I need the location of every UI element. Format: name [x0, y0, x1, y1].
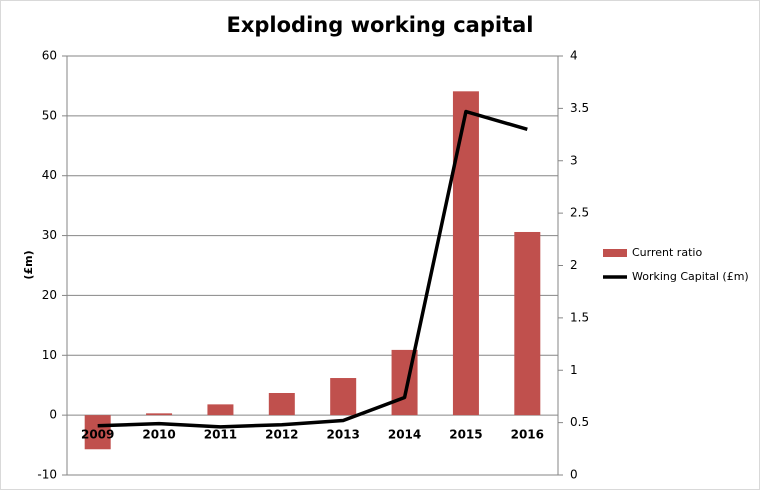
y2-tick-label: 4: [570, 49, 578, 63]
chart-title: Exploding working capital: [227, 13, 534, 37]
x-tick-label: 2009: [81, 428, 114, 442]
bar: [146, 413, 173, 416]
y2-tick-label: 1.5: [570, 310, 589, 324]
x-tick-label: 2011: [204, 428, 237, 442]
bar: [84, 415, 111, 450]
legend-label: Current ratio: [632, 246, 702, 259]
line-series: [97, 109, 528, 429]
y2-tick-label: 2: [570, 258, 578, 272]
bar: [207, 404, 234, 416]
y2-tick-label: 3.5: [570, 101, 589, 115]
y-tick-label: 0: [49, 408, 57, 422]
y2-tick-label: 2.5: [570, 206, 589, 220]
bar: [330, 378, 357, 416]
y-tick-label: -10: [37, 468, 57, 482]
y-axis-title: (£m): [22, 250, 35, 279]
y2-tick-label: 0: [570, 468, 578, 482]
bar: [452, 91, 479, 416]
x-tick-label: 2015: [449, 428, 482, 442]
y-tick-label: 10: [42, 348, 57, 362]
y-tick-label: 20: [42, 288, 57, 302]
y-tick-label: 60: [42, 49, 57, 63]
x-tick-label: 2012: [265, 428, 298, 442]
legend-swatch: [603, 249, 627, 257]
y2-tick-label: 3: [570, 153, 578, 167]
y-tick-label: 50: [42, 108, 57, 122]
x-tick-label: 2013: [326, 428, 359, 442]
x-tick-label: 2010: [142, 428, 175, 442]
y2-tick-label: 1: [570, 363, 578, 377]
x-tick-label: 2014: [388, 428, 421, 442]
y2-tick-label: 0.5: [570, 415, 589, 429]
x-tick-label: 2016: [511, 428, 544, 442]
y-tick-label: 40: [42, 168, 57, 182]
y-tick-label: 30: [42, 228, 57, 242]
bar: [514, 231, 541, 416]
legend-label: Working Capital (£m): [632, 270, 749, 283]
bar: [268, 392, 295, 416]
